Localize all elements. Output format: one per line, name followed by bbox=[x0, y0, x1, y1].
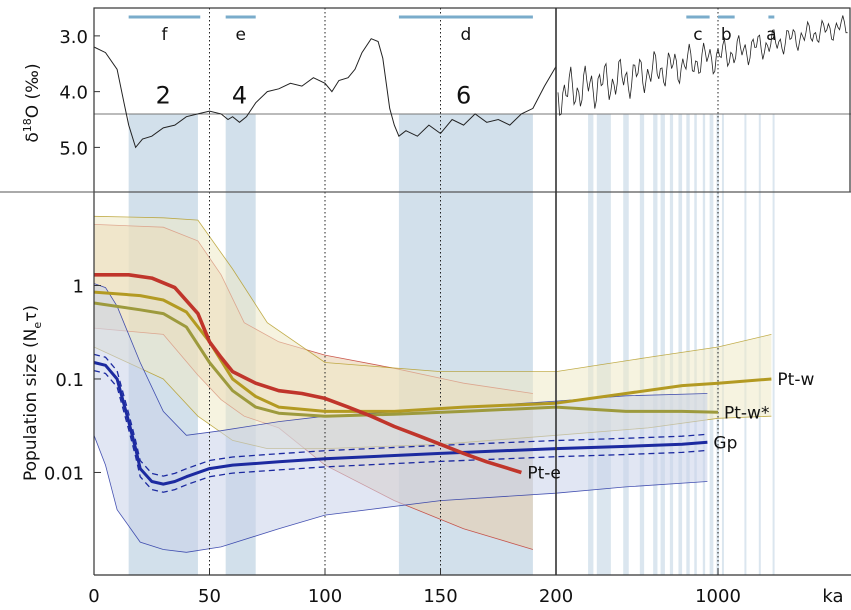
envelope-fill bbox=[94, 216, 772, 449]
xtick-label: ka bbox=[822, 586, 843, 607]
period-label: d bbox=[461, 25, 472, 45]
d18o-curve bbox=[93, 38, 557, 149]
bottom-ylabel: Population size (Neτ) bbox=[21, 305, 44, 481]
stage-band bbox=[639, 113, 645, 575]
series-line bbox=[93, 290, 772, 413]
envelope-fill bbox=[94, 283, 708, 553]
stage-band bbox=[772, 113, 775, 575]
series-label: Pt-w* bbox=[724, 403, 769, 423]
stage-number: 4 bbox=[232, 81, 247, 109]
stage-number: 2 bbox=[156, 81, 171, 109]
panel-frames bbox=[0, 7, 851, 576]
stage-band bbox=[588, 113, 594, 575]
series-line bbox=[93, 301, 719, 418]
xtick-label: 1000 bbox=[695, 586, 741, 607]
xtick-label: 100 bbox=[308, 586, 342, 607]
top-ytick-label: 5.0 bbox=[59, 138, 88, 159]
envelope-upper bbox=[93, 215, 772, 373]
stage-number: 6 bbox=[456, 81, 471, 109]
xtick-label: 150 bbox=[423, 586, 457, 607]
stage-band bbox=[653, 113, 658, 575]
stage-band bbox=[669, 113, 674, 575]
period-label: c bbox=[693, 25, 702, 45]
series-label: Pt-w bbox=[777, 370, 814, 390]
stage-band bbox=[694, 113, 697, 575]
series-label: Pt-e bbox=[527, 463, 561, 483]
stage-band bbox=[702, 113, 706, 575]
d18o-dense-record bbox=[557, 15, 848, 116]
chart-text: δ18O (‰) Population size (Neτ) Pt-w Pt-w*… bbox=[21, 25, 844, 607]
gp-dashed-upper bbox=[93, 353, 708, 477]
xtick-label: 0 bbox=[88, 586, 99, 607]
top-ytick-label: 3.0 bbox=[59, 27, 88, 48]
stage-band bbox=[660, 113, 665, 575]
series-line bbox=[94, 272, 522, 475]
stage-band bbox=[709, 113, 714, 575]
period-label: b bbox=[721, 25, 732, 45]
gp-dashed-lower bbox=[93, 369, 708, 493]
stage-band bbox=[623, 113, 629, 575]
stage-band bbox=[678, 113, 683, 575]
xtick-label: 200 bbox=[539, 586, 573, 607]
stage-bands bbox=[128, 113, 775, 575]
bottom-ytick-label: 1 bbox=[73, 276, 84, 297]
bottom-ytick-label: 0.1 bbox=[55, 370, 84, 391]
period-label: f bbox=[161, 25, 168, 45]
top-ylabel: δ18O (‰) bbox=[21, 63, 43, 142]
stage-band bbox=[686, 113, 690, 575]
top-ytick-label: 4.0 bbox=[59, 83, 88, 104]
period-label: a bbox=[766, 25, 776, 45]
stage-band bbox=[721, 113, 724, 575]
xtick-label: 50 bbox=[198, 586, 221, 607]
period-label: e bbox=[235, 25, 245, 45]
series-label: Gp bbox=[713, 433, 737, 453]
data-lines bbox=[93, 15, 848, 493]
bottom-ytick-label: 0.01 bbox=[44, 463, 84, 484]
stage-band bbox=[596, 113, 611, 575]
